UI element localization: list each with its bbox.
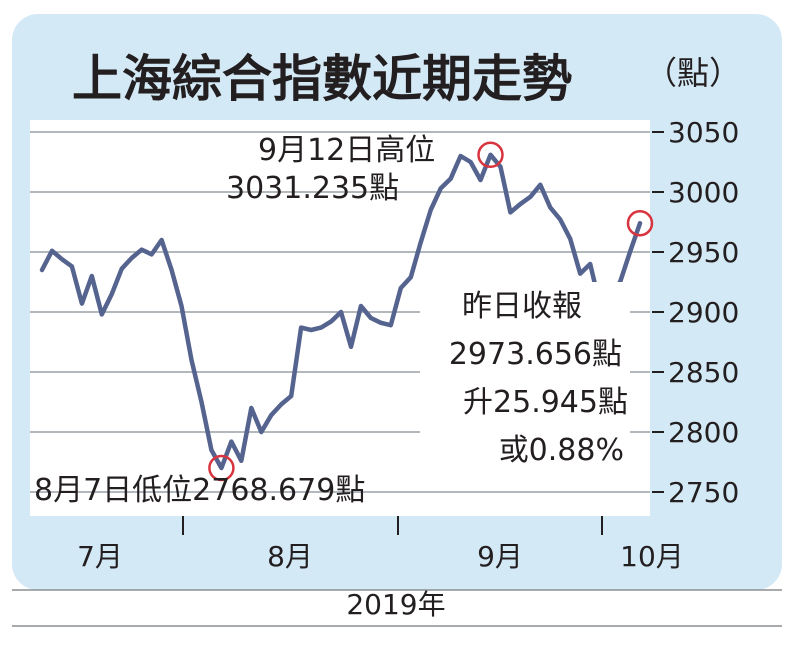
- y-axis: 2750 2800 2850 2900 2950 3000 3050: [652, 116, 739, 509]
- month-label-jul: 7月: [77, 540, 123, 573]
- y-tick-label: 2900: [668, 296, 739, 329]
- high-annotation-line2: 3031.235點: [226, 171, 399, 206]
- month-label-aug: 8月: [267, 540, 313, 573]
- y-tick-label: 2950: [668, 236, 739, 269]
- x-axis: 7月 8月 9月 10月: [77, 516, 684, 573]
- close-marker: [626, 209, 654, 237]
- close-annotation-line1: 昨日收報: [462, 289, 582, 324]
- low-marker: [208, 454, 235, 482]
- year-label: 2019年: [346, 588, 445, 621]
- high-marker: [477, 141, 504, 169]
- low-annotation: 8月7日低位2768.679點: [34, 473, 365, 508]
- y-tick-label: 2750: [668, 476, 739, 509]
- y-tick-label: 2850: [668, 356, 739, 389]
- series-line: [39, 152, 643, 471]
- close-annotation-bg: [420, 282, 630, 472]
- unit-label: （點）: [645, 54, 741, 92]
- y-tick-label: 3050: [668, 116, 739, 149]
- high-annotation-line1: 9月12日高位: [258, 133, 435, 168]
- month-label-oct: 10月: [620, 540, 684, 573]
- chart-title: 上海綜合指數近期走勢: [72, 50, 572, 108]
- month-label-sep: 9月: [477, 540, 523, 573]
- close-annotation-line4: 或0.88%: [499, 433, 624, 468]
- y-tick-label: 3000: [668, 176, 739, 209]
- high-annotation: 9月12日高位 3031.235點: [226, 133, 435, 206]
- close-annotation-line2: 2973.656點: [449, 337, 622, 372]
- close-annotation: 昨日收報 2973.656點 升25.945點 或0.88%: [420, 282, 630, 472]
- low-annotation-text: 8月7日低位2768.679點: [34, 473, 365, 508]
- close-annotation-line3: 升25.945點: [463, 385, 628, 420]
- y-tick-label: 2800: [668, 416, 739, 449]
